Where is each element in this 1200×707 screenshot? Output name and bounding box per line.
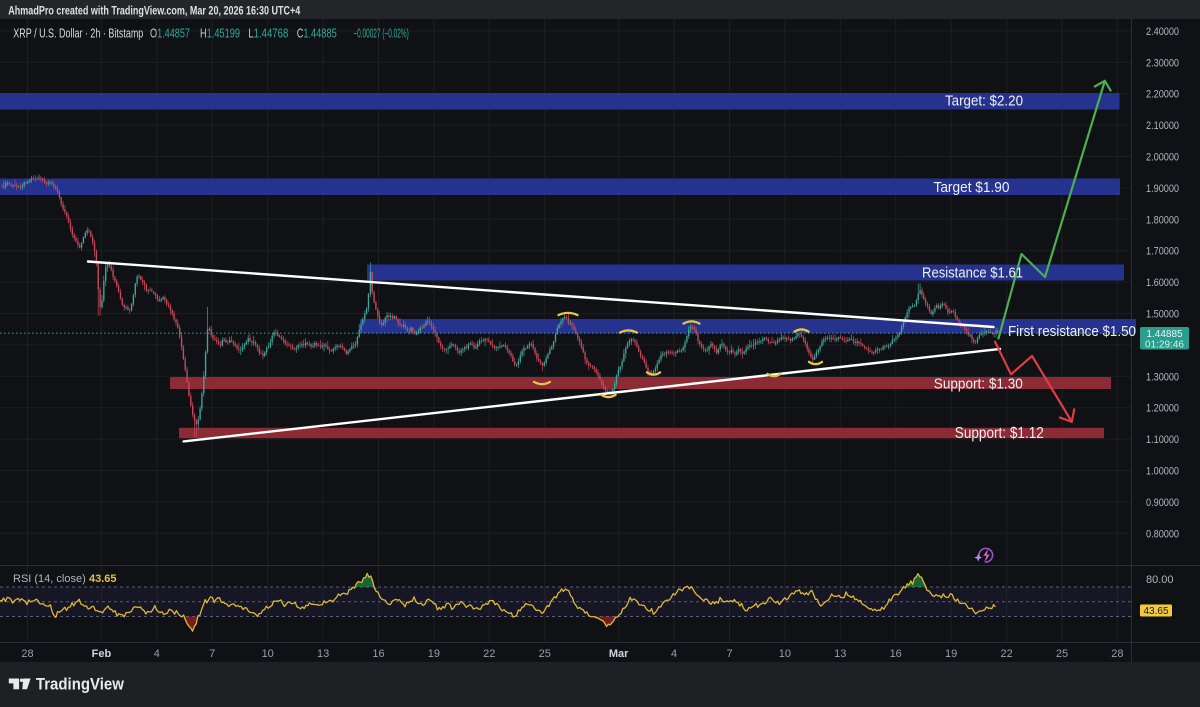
svg-text:28: 28	[21, 648, 33, 660]
svg-text:1.00000: 1.00000	[1146, 466, 1179, 478]
svg-text:1.30000: 1.30000	[1146, 371, 1179, 383]
svg-text:2.20000: 2.20000	[1146, 89, 1179, 101]
svg-text:7: 7	[209, 648, 215, 660]
svg-text:22: 22	[483, 648, 495, 660]
svg-text:Target $1.90: Target $1.90	[934, 179, 1010, 196]
svg-text:10: 10	[779, 648, 791, 660]
svg-text:43.65: 43.65	[89, 573, 117, 585]
svg-text:2.00000: 2.00000	[1146, 152, 1179, 164]
svg-text:L1.44768: L1.44768	[248, 27, 288, 41]
svg-text:80.00: 80.00	[1146, 574, 1174, 586]
svg-text:−0.00027 (−0.02%): −0.00027 (−0.02%)	[353, 27, 409, 41]
svg-text:16: 16	[890, 648, 902, 660]
svg-text:1.44885: 1.44885	[1146, 329, 1183, 340]
svg-text:Target: $2.20: Target: $2.20	[945, 93, 1023, 110]
svg-text:1.70000: 1.70000	[1146, 246, 1179, 258]
svg-text:2.30000: 2.30000	[1146, 57, 1179, 69]
svg-text:1.50000: 1.50000	[1146, 309, 1179, 321]
svg-text:7: 7	[726, 648, 732, 660]
svg-text:C1.44885: C1.44885	[297, 27, 337, 41]
svg-text:0.80000: 0.80000	[1146, 528, 1179, 540]
svg-text:16: 16	[372, 648, 384, 660]
svg-text:AhmadPro created with TradingV: AhmadPro created with TradingView.com, M…	[8, 3, 300, 17]
svg-text:1.20000: 1.20000	[1146, 403, 1179, 415]
svg-text:28: 28	[1111, 648, 1123, 660]
svg-text:Support: $1.12: Support: $1.12	[955, 425, 1044, 442]
svg-text:Mar: Mar	[609, 648, 629, 660]
svg-text:First resistance $1.50: First resistance $1.50	[1008, 323, 1136, 340]
svg-text:2.40000: 2.40000	[1146, 26, 1179, 38]
svg-text:19: 19	[945, 648, 957, 660]
svg-text:1.80000: 1.80000	[1146, 214, 1179, 226]
svg-text:Feb: Feb	[92, 648, 112, 660]
svg-text:1.10000: 1.10000	[1146, 434, 1179, 446]
svg-text:RSI (14, close): RSI (14, close)	[13, 573, 86, 585]
svg-text:0.90000: 0.90000	[1146, 497, 1179, 509]
svg-text:13: 13	[834, 648, 846, 660]
svg-text:XRP / U.S. Dollar · 2h · Bitst: XRP / U.S. Dollar · 2h · Bitstamp	[13, 27, 143, 41]
svg-text:TradingView: TradingView	[36, 676, 124, 694]
svg-text:1.60000: 1.60000	[1146, 277, 1179, 289]
svg-text:10: 10	[262, 648, 274, 660]
svg-text:H1.45199: H1.45199	[200, 27, 240, 41]
svg-text:4: 4	[671, 648, 677, 660]
svg-text:1.90000: 1.90000	[1146, 183, 1179, 195]
svg-text:Support: $1.30: Support: $1.30	[934, 375, 1023, 392]
svg-text:O1.44857: O1.44857	[150, 27, 190, 41]
svg-text:25: 25	[1056, 648, 1068, 660]
svg-text:13: 13	[317, 648, 329, 660]
svg-text:Resistance $1.61: Resistance $1.61	[922, 265, 1023, 282]
svg-text:4: 4	[154, 648, 160, 660]
svg-text:22: 22	[1000, 648, 1012, 660]
svg-text:25: 25	[539, 648, 551, 660]
svg-text:19: 19	[428, 648, 440, 660]
svg-text:2.10000: 2.10000	[1146, 120, 1179, 132]
svg-text:43.65: 43.65	[1143, 606, 1168, 617]
svg-text:01:29:46: 01:29:46	[1145, 340, 1184, 351]
